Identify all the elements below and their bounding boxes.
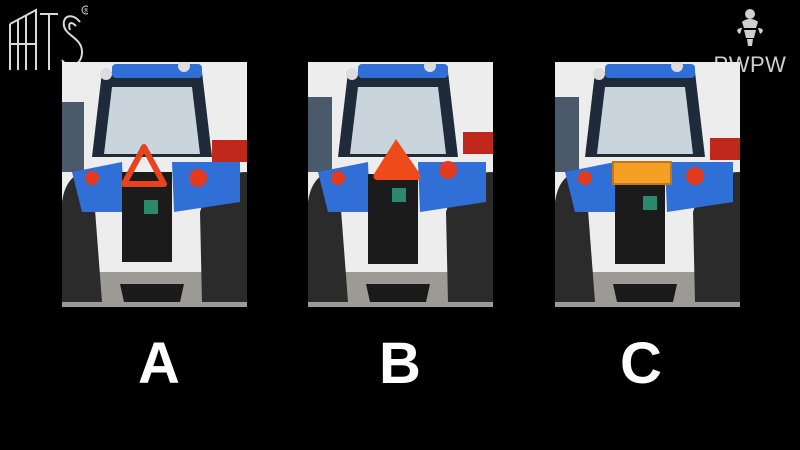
option-a-image[interactable] <box>62 62 247 307</box>
option-c-image[interactable] <box>555 62 740 307</box>
tractor-photo-b <box>308 62 493 307</box>
slow-moving-vehicle-icon <box>373 139 421 180</box>
ats-logo: ® <box>6 4 91 76</box>
orange-plate-icon <box>612 161 672 185</box>
option-c-label: C <box>620 331 662 396</box>
pwpw-eagle-icon: PWPW <box>714 9 786 77</box>
option-a-label: A <box>138 331 180 396</box>
option-b-image[interactable] <box>308 62 493 307</box>
warning-triangle-icon <box>121 144 167 187</box>
registered-mark: ® <box>83 8 88 15</box>
ats-logo-icon: ® <box>9 5 91 70</box>
tractor-photo-c <box>555 62 740 307</box>
pwpw-logo: PWPW <box>706 4 794 78</box>
tractor-photo-a <box>62 62 247 307</box>
option-b-label: B <box>379 331 421 396</box>
